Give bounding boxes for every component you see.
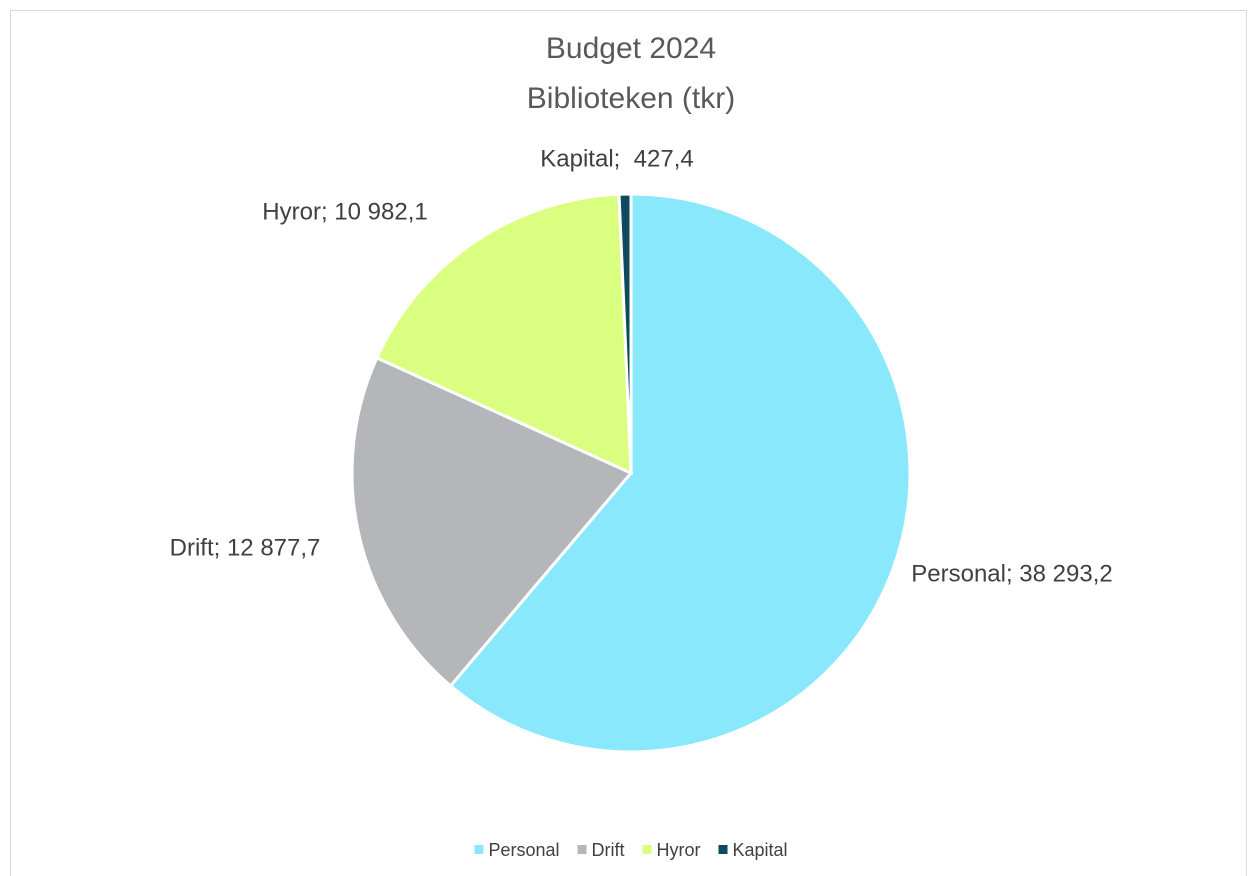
- legend-label: Kapital: [733, 840, 788, 860]
- pie-slice: [350, 355, 634, 688]
- data-label: Hyror; 10 982,1: [262, 198, 427, 225]
- legend-label: Personal: [488, 840, 559, 860]
- legend-label: Drift: [592, 840, 625, 860]
- chart-subtitle: Biblioteken (tkr): [527, 82, 735, 115]
- chart-title: Budget 2024: [546, 32, 716, 65]
- data-label: Kapital; 427,4: [540, 145, 693, 172]
- legend-swatch: [642, 845, 652, 854]
- legend-swatch: [718, 845, 728, 854]
- pie-slice: [448, 192, 912, 754]
- legend-swatch: [474, 845, 484, 854]
- legend-swatch: [577, 845, 587, 854]
- pie-slice: [374, 192, 633, 476]
- data-label: Drift; 12 877,7: [170, 534, 321, 561]
- legend-label: Hyror: [657, 840, 701, 860]
- pie-slice: [617, 192, 633, 474]
- data-label: Personal; 38 293,2: [911, 560, 1112, 587]
